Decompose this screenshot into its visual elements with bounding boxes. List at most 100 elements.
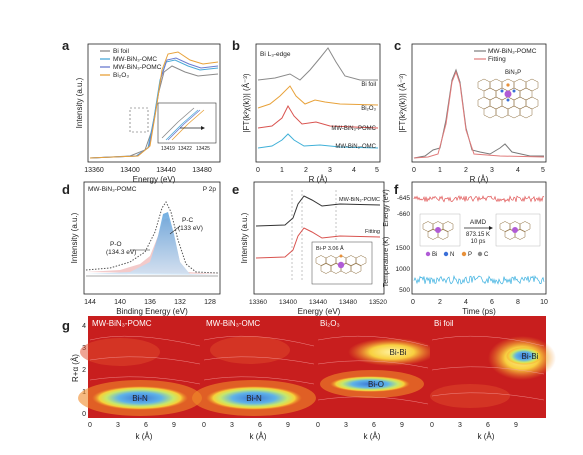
xtick-a-0: 13360 <box>84 167 104 174</box>
ytick-f-bot-0: 1500 <box>396 245 411 252</box>
panel-g: g R+α (Å) 4 3 2 1 0 MW-BiN₃-POMC Bi-N MW… <box>62 316 556 441</box>
xtick-a-1: 13400 <box>120 167 140 174</box>
note-b: Bi L₃-edge <box>260 51 291 58</box>
aimd-time: 10 ps <box>471 239 486 245</box>
ylabel-d: Intensity (a.u.) <box>70 212 79 263</box>
legend-f-c: C <box>484 252 489 258</box>
xtick-c-0: 0 <box>412 167 416 174</box>
map-title-1: MW-BiN₃-OMC <box>206 319 260 328</box>
xtick-c-5: 5 <box>541 167 545 174</box>
xtick-g3-1: 3 <box>458 422 462 429</box>
wavelet-map-pomc: MW-BiN₃-POMC Bi-N <box>78 316 202 418</box>
xtick-g2-2: 6 <box>372 422 376 429</box>
ylabel-g: R+α (Å) <box>71 354 80 382</box>
map-title-0: MW-BiN₃-POMC <box>92 319 152 328</box>
map-label-1: Bi-N <box>246 394 262 403</box>
xtick-b-0: 0 <box>256 167 260 174</box>
ylabel-b: |FT(k²χ(k))| (Å⁻³) <box>242 73 251 133</box>
xtick-g2-1: 3 <box>344 422 348 429</box>
label1-e: MW-BiN₃-POMC <box>339 197 380 203</box>
map-label-2b: Bi-Bi <box>390 348 407 357</box>
label-b-0: Bi foil <box>361 82 376 88</box>
wavelet-map-bi2o3: Bi₂O₃ Bi-O Bi-Bi <box>316 316 436 418</box>
xtick-c-3: 3 <box>490 167 494 174</box>
legend-c-0: MW-BiN₃-POMC <box>488 48 537 55</box>
xlabel-g-1: k (Å) <box>250 432 267 441</box>
map-label-0: Bi-N <box>132 394 148 403</box>
xtick-d-3: 132 <box>174 299 186 306</box>
xtick-d-2: 136 <box>144 299 156 306</box>
lattice-e <box>315 255 367 274</box>
xlabel-g-0: k (Å) <box>136 432 153 441</box>
xtick-e-2: 13440 <box>309 299 327 306</box>
xtick-e-4: 13520 <box>369 299 387 306</box>
wavelet-map-omc: MW-BiN₃-OMC Bi-N <box>192 316 316 418</box>
xtick-b-4: 4 <box>352 167 356 174</box>
xtick-g1-2: 6 <box>258 422 262 429</box>
xtick-f-0: 0 <box>411 299 415 306</box>
xtick-g3-2: 6 <box>486 422 490 429</box>
xtick-e-0: 13360 <box>249 299 267 306</box>
xtick-f-3: 6 <box>490 299 494 306</box>
panel-f: f AIMD 873.15 K 10 ps Bi N P C -645 -660… <box>383 181 548 316</box>
panel-letter-d: d <box>62 182 70 197</box>
xlabel-f: Time (ps) <box>462 307 496 316</box>
panel-d: d MW-BiN₃-POMC P 2p P-O (134.3 eV) P-C (… <box>62 181 221 316</box>
panel-letter-g: g <box>62 318 70 333</box>
xtick-g0-2: 6 <box>144 422 148 429</box>
ylabel-e: Intensity (a.u.) <box>240 212 249 263</box>
xtick-g1-1: 3 <box>230 422 234 429</box>
map-title-2: Bi₂O₃ <box>320 319 340 328</box>
peak2-d: P-C <box>182 217 194 224</box>
ytick-f-bot-1: 1000 <box>396 266 411 273</box>
inset-tick-a-0: 13419 <box>161 146 175 152</box>
xlabel-c: R (Å) <box>470 175 489 184</box>
energy-trace <box>413 195 545 203</box>
xtick-g2-0: 0 <box>316 422 320 429</box>
note-d: P 2p <box>203 186 217 193</box>
temperature-trace <box>413 274 545 285</box>
xtick-b-5: 5 <box>375 167 379 174</box>
xtick-e-3: 13480 <box>339 299 357 306</box>
peak1-ev-d: (134.3 eV) <box>106 249 136 256</box>
peak2-ev-d: (133 eV) <box>178 225 203 232</box>
xtick-d-4: 128 <box>204 299 216 306</box>
label2-e: Fitting <box>365 229 380 235</box>
panel-letter-f: f <box>394 182 399 197</box>
panel-f-axes <box>411 181 547 295</box>
xtick-b-1: 1 <box>280 167 284 174</box>
xtick-d-0: 144 <box>84 299 96 306</box>
xlabel-b: R (Å) <box>309 175 328 184</box>
legend-a-1: MW-BiN₃-OMC <box>113 56 157 63</box>
map-label-3: Bi-Bi <box>522 352 539 361</box>
panel-letter-e: e <box>232 182 239 197</box>
ylabel-a: Intensity (a.u.) <box>75 77 84 128</box>
xtick-f-2: 4 <box>464 299 468 306</box>
xtick-g0-0: 0 <box>88 422 92 429</box>
legend-f-bi: Bi <box>432 252 437 258</box>
xtick-g2-3: 9 <box>400 422 404 429</box>
inset-tick-a-2: 13425 <box>196 146 210 152</box>
panel-letter-b: b <box>232 38 240 53</box>
inset-label-c: BiN₃P <box>505 70 521 76</box>
title-d: MW-BiN₃-POMC <box>88 186 137 193</box>
xtick-g3-3: 9 <box>514 422 518 429</box>
bi-atom-c <box>504 90 512 98</box>
xtick-f-1: 2 <box>438 299 442 306</box>
xtick-g0-1: 3 <box>116 422 120 429</box>
panel-a-axes <box>87 43 221 163</box>
legend-a-3: Bi₂O₃ <box>113 72 129 79</box>
xlabel-g-3: k (Å) <box>478 432 495 441</box>
panel-d-axes <box>83 181 221 295</box>
panel-b: b Bi L₃-edge Bi foil Bi₂O₃ MW-BiN₃-POMC … <box>232 38 381 184</box>
panel-e: e MW-BiN₃-POMC Fitting Bi-P 3.06 Å Inten… <box>232 181 387 316</box>
ylabel-f-bottom: Temperature (K) <box>383 237 390 288</box>
xtick-g1-3: 9 <box>286 422 290 429</box>
xtick-b-3: 3 <box>328 167 332 174</box>
peak1-d: P-O <box>110 241 122 248</box>
label-b-2: MW-BiN₃-POMC <box>331 126 376 132</box>
legend-a-0: Bi foil <box>113 48 129 55</box>
panel-c-axes <box>411 43 547 163</box>
legend-f-p: P <box>468 252 472 258</box>
